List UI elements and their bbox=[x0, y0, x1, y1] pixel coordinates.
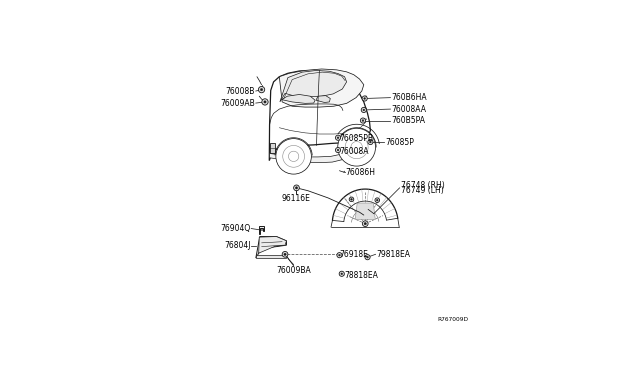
Circle shape bbox=[349, 197, 354, 202]
Text: 76804J: 76804J bbox=[224, 241, 251, 250]
Circle shape bbox=[341, 273, 342, 275]
Polygon shape bbox=[316, 96, 330, 103]
Text: 76749 (LH): 76749 (LH) bbox=[401, 186, 444, 195]
Circle shape bbox=[294, 185, 300, 191]
Circle shape bbox=[364, 97, 365, 99]
Circle shape bbox=[337, 149, 339, 151]
Circle shape bbox=[362, 96, 367, 101]
Circle shape bbox=[264, 101, 266, 103]
Text: 76008B: 76008B bbox=[225, 87, 255, 96]
Circle shape bbox=[282, 251, 288, 257]
Polygon shape bbox=[259, 226, 264, 234]
Circle shape bbox=[369, 141, 371, 143]
Circle shape bbox=[262, 99, 268, 105]
Circle shape bbox=[284, 253, 286, 256]
Polygon shape bbox=[256, 255, 287, 258]
Text: 76086H: 76086H bbox=[345, 168, 375, 177]
Text: 76009BA: 76009BA bbox=[276, 266, 311, 275]
Circle shape bbox=[362, 221, 368, 227]
Polygon shape bbox=[279, 69, 364, 107]
Text: 76009AB: 76009AB bbox=[220, 99, 255, 108]
Circle shape bbox=[351, 198, 353, 200]
Text: 76085P: 76085P bbox=[385, 138, 414, 147]
Text: 76918E: 76918E bbox=[339, 250, 369, 259]
Circle shape bbox=[259, 86, 265, 93]
Polygon shape bbox=[256, 237, 287, 258]
Polygon shape bbox=[355, 203, 375, 219]
Text: 76085PB: 76085PB bbox=[339, 134, 374, 143]
Polygon shape bbox=[269, 142, 275, 154]
Circle shape bbox=[362, 120, 364, 121]
Text: 760B6HA: 760B6HA bbox=[391, 93, 427, 102]
Circle shape bbox=[276, 139, 312, 174]
Text: 76748 (RH): 76748 (RH) bbox=[401, 181, 445, 190]
Text: 79818EA: 79818EA bbox=[376, 250, 410, 259]
Circle shape bbox=[335, 147, 340, 153]
Circle shape bbox=[339, 254, 340, 256]
Circle shape bbox=[335, 135, 340, 140]
Circle shape bbox=[295, 187, 298, 189]
Circle shape bbox=[337, 253, 342, 258]
Circle shape bbox=[367, 256, 369, 258]
Circle shape bbox=[337, 137, 339, 139]
Text: 76904Q: 76904Q bbox=[220, 224, 251, 233]
Circle shape bbox=[338, 128, 376, 166]
Text: R767009D: R767009D bbox=[437, 317, 468, 323]
Text: 78818EA: 78818EA bbox=[344, 271, 378, 280]
Text: 76008A: 76008A bbox=[339, 147, 369, 156]
Circle shape bbox=[363, 109, 365, 111]
Polygon shape bbox=[269, 70, 371, 161]
Circle shape bbox=[360, 118, 365, 123]
Polygon shape bbox=[259, 237, 287, 253]
Text: 76008AA: 76008AA bbox=[391, 105, 426, 113]
Polygon shape bbox=[280, 70, 347, 102]
Circle shape bbox=[375, 198, 380, 202]
Polygon shape bbox=[287, 145, 303, 157]
Circle shape bbox=[361, 108, 366, 112]
Text: 760B5PA: 760B5PA bbox=[391, 116, 425, 125]
Polygon shape bbox=[282, 94, 315, 103]
Circle shape bbox=[364, 222, 366, 225]
Circle shape bbox=[365, 254, 370, 260]
Circle shape bbox=[376, 199, 378, 201]
Polygon shape bbox=[269, 152, 345, 163]
Text: 96116E: 96116E bbox=[282, 194, 310, 203]
Circle shape bbox=[339, 271, 344, 276]
Circle shape bbox=[368, 140, 373, 145]
Circle shape bbox=[260, 89, 262, 91]
